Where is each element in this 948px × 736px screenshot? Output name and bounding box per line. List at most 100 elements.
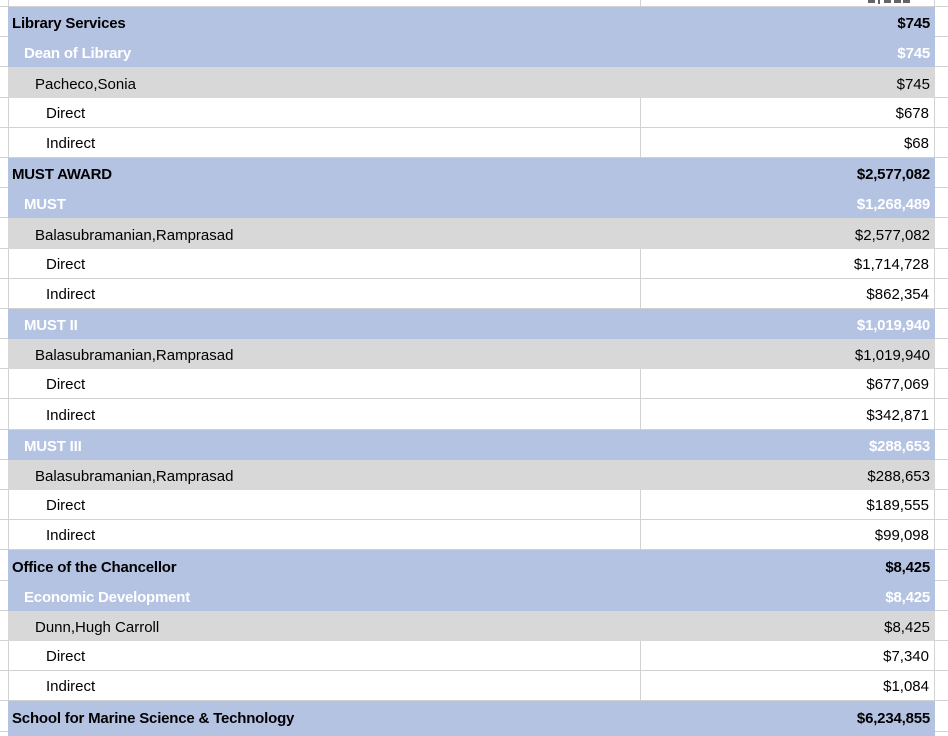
value-cell[interactable]: $745: [641, 37, 935, 67]
value-cell[interactable]: $6,234,855: [641, 701, 935, 731]
value-cell[interactable]: $677,069: [641, 369, 935, 400]
left-margin-cell[interactable]: [0, 550, 8, 581]
label-cell[interactable]: Library Services: [8, 7, 641, 37]
label-cell[interactable]: Economic Development: [8, 581, 641, 611]
left-margin-cell[interactable]: [0, 490, 8, 521]
right-margin-cell[interactable]: [935, 701, 948, 732]
left-margin-cell[interactable]: [0, 369, 8, 400]
value-cell[interactable]: $2,577,082: [641, 158, 935, 188]
left-margin-cell[interactable]: [0, 188, 8, 219]
left-margin-cell[interactable]: [0, 339, 8, 370]
left-margin-cell[interactable]: [0, 580, 8, 611]
right-margin-cell[interactable]: [935, 520, 948, 551]
value-cell[interactable]: $99,098: [641, 520, 935, 551]
right-margin-cell[interactable]: [935, 37, 948, 68]
right-margin-cell[interactable]: [935, 580, 948, 611]
left-margin-cell[interactable]: [0, 731, 8, 736]
right-margin-cell[interactable]: [935, 339, 948, 370]
value-cell[interactable]: $189,555: [641, 490, 935, 521]
left-margin-cell[interactable]: [0, 0, 8, 7]
label-cell[interactable]: Balasubramanian,Ramprasad: [8, 339, 641, 369]
right-margin-cell[interactable]: [935, 218, 948, 249]
right-margin-cell[interactable]: [935, 671, 948, 702]
left-margin-cell[interactable]: [0, 97, 8, 128]
value-cell[interactable]: $8,425: [641, 611, 935, 641]
label-cell[interactable]: MUST AWARD: [8, 158, 641, 188]
value-cell[interactable]: $288,653: [641, 430, 935, 460]
left-margin-cell[interactable]: [0, 37, 8, 68]
left-margin-cell[interactable]: [0, 399, 8, 430]
label-cell[interactable]: Dunn,Hugh Carroll: [8, 611, 641, 641]
value-cell[interactable]: $288,653: [641, 460, 935, 490]
value-cell[interactable]: $342,871: [641, 399, 935, 430]
value-cell[interactable]: $1,084: [641, 671, 935, 702]
right-margin-cell[interactable]: [935, 188, 948, 219]
label-cell[interactable]: MUST: [8, 188, 641, 218]
section-fill[interactable]: [8, 731, 935, 736]
label-cell[interactable]: Indirect: [8, 520, 641, 551]
left-margin-cell[interactable]: [0, 701, 8, 732]
label-cell[interactable]: [8, 0, 641, 7]
left-margin-cell[interactable]: [0, 308, 8, 340]
label-cell[interactable]: MUST III: [8, 430, 641, 460]
label-cell[interactable]: Direct: [8, 369, 641, 400]
right-margin-cell[interactable]: [935, 490, 948, 521]
right-margin-cell[interactable]: [935, 308, 948, 340]
value-cell[interactable]: $1,268,489: [641, 188, 935, 218]
left-margin-cell[interactable]: [0, 671, 8, 702]
value-cell[interactable]: $2,577,082: [641, 218, 935, 248]
right-margin-cell[interactable]: [935, 731, 948, 736]
right-margin-cell[interactable]: [935, 399, 948, 430]
value-cell[interactable]: $8,425: [641, 550, 935, 580]
right-margin-cell[interactable]: [935, 0, 948, 7]
right-margin-cell[interactable]: [935, 610, 948, 641]
right-margin-cell[interactable]: [935, 369, 948, 400]
label-cell[interactable]: Indirect: [8, 399, 641, 430]
left-margin-cell[interactable]: [0, 520, 8, 551]
value-cell[interactable]: $1,714,728: [641, 248, 935, 279]
right-margin-cell[interactable]: [935, 459, 948, 490]
value-cell[interactable]: $745: [641, 7, 935, 37]
right-margin-cell[interactable]: [935, 97, 948, 128]
right-margin-cell[interactable]: [935, 157, 948, 189]
label-cell[interactable]: Dean of Library: [8, 37, 641, 67]
label-cell[interactable]: Direct: [8, 97, 641, 128]
right-margin-cell[interactable]: [935, 429, 948, 460]
left-margin-cell[interactable]: [0, 218, 8, 249]
label-cell[interactable]: Indirect: [8, 127, 641, 158]
label-cell[interactable]: School for Marine Science & Technology: [8, 701, 641, 731]
value-cell[interactable]: $8,425: [641, 581, 935, 611]
value-cell[interactable]: $68: [641, 127, 935, 158]
left-margin-cell[interactable]: [0, 278, 8, 309]
value-cell[interactable]: $862,354: [641, 278, 935, 309]
label-cell[interactable]: Direct: [8, 640, 641, 672]
label-cell[interactable]: Direct: [8, 248, 641, 279]
left-margin-cell[interactable]: [0, 157, 8, 189]
left-margin-cell[interactable]: [0, 67, 8, 98]
value-cell[interactable]: $1,019,940: [641, 309, 935, 339]
right-margin-cell[interactable]: [935, 640, 948, 672]
value-cell[interactable]: $1,019,940: [641, 339, 935, 369]
label-cell[interactable]: Indirect: [8, 671, 641, 702]
left-margin-cell[interactable]: [0, 248, 8, 279]
right-margin-cell[interactable]: [935, 67, 948, 98]
value-cell[interactable]: [641, 0, 935, 7]
right-margin-cell[interactable]: [935, 248, 948, 279]
label-cell[interactable]: Indirect: [8, 278, 641, 309]
label-cell[interactable]: Balasubramanian,Ramprasad: [8, 218, 641, 248]
left-margin-cell[interactable]: [0, 459, 8, 490]
label-cell[interactable]: Balasubramanian,Ramprasad: [8, 460, 641, 490]
label-cell[interactable]: Direct: [8, 490, 641, 521]
left-margin-cell[interactable]: [0, 429, 8, 460]
left-margin-cell[interactable]: [0, 640, 8, 672]
right-margin-cell[interactable]: [935, 278, 948, 309]
left-margin-cell[interactable]: [0, 610, 8, 641]
left-margin-cell[interactable]: [0, 7, 8, 38]
value-cell[interactable]: $745: [641, 67, 935, 97]
right-margin-cell[interactable]: [935, 7, 948, 38]
label-cell[interactable]: Pacheco,Sonia: [8, 67, 641, 97]
label-cell[interactable]: MUST II: [8, 309, 641, 339]
label-cell[interactable]: Office of the Chancellor: [8, 550, 641, 580]
value-cell[interactable]: $7,340: [641, 640, 935, 672]
left-margin-cell[interactable]: [0, 127, 8, 158]
